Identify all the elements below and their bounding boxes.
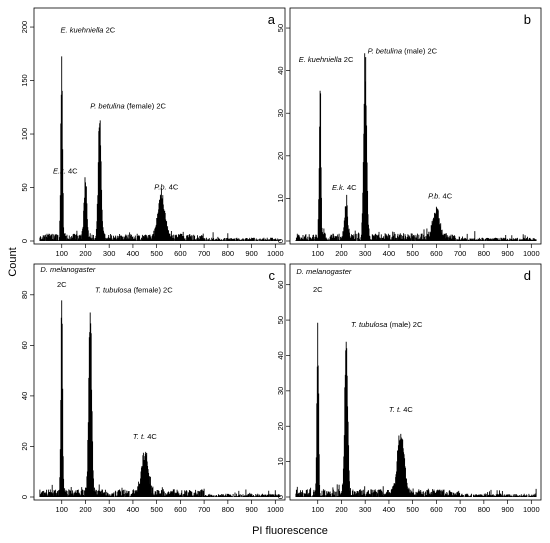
x-tick-label: 1000 — [267, 505, 284, 514]
y-tick-label: 40 — [276, 351, 285, 359]
y-tick-label: 60 — [20, 341, 29, 349]
x-tick-label: 900 — [245, 249, 258, 258]
y-tick-label: 100 — [20, 128, 29, 141]
y-tick-label: 150 — [20, 74, 29, 87]
panel-d: 100 200 300 400 500 600 700 800 900 1000 0 10 20 30 40… — [276, 263, 542, 514]
x-tick-label: 700 — [198, 249, 211, 258]
x-tick-label: 400 — [383, 249, 396, 258]
x-tick-label: 100 — [311, 505, 324, 514]
x-tick-label: 1000 — [523, 249, 540, 258]
peak-annotation: P. betulina (female) 2C — [90, 101, 166, 110]
y-tick-label: 0 — [276, 495, 285, 499]
x-tick-label: 600 — [430, 249, 443, 258]
x-tick-label: 700 — [198, 505, 211, 514]
y-axis-label: Count — [7, 247, 19, 276]
panel-c: 100 200 300 400 500 600 700 800 900 1000020406080… — [20, 263, 286, 514]
peak-annotation: D. melanogaster — [40, 265, 96, 274]
x-tick-label: 300 — [359, 249, 372, 258]
x-tick-label: 600 — [174, 249, 187, 258]
y-tick-label: 20 — [276, 422, 285, 430]
x-tick-label: 900 — [245, 505, 258, 514]
y-tick-label: 20 — [276, 152, 285, 160]
peak-annotation: E. kuehniella 2C — [61, 25, 116, 34]
peak-annotation: E. kuehniella 2C — [299, 55, 354, 64]
x-tick-label: 300 — [103, 249, 116, 258]
x-tick-label: 100 — [55, 249, 68, 258]
x-tick-label: 400 — [383, 505, 396, 514]
panel-letter: d — [524, 268, 531, 283]
plot-frame — [289, 263, 542, 501]
peak-annotation: E.k. 4C — [332, 183, 357, 192]
peak-annotation: T. tubulosa (male) 2C — [351, 320, 423, 329]
y-tick-label: 30 — [276, 109, 285, 117]
peak-annotation: 2C — [57, 280, 67, 289]
x-tick-label: 200 — [335, 505, 348, 514]
x-tick-label: 500 — [406, 249, 419, 258]
x-tick-label: 600 — [174, 505, 187, 514]
plot-frame — [289, 7, 542, 245]
panel-letter: b — [524, 12, 531, 27]
y-tick-label: 0 — [276, 239, 285, 243]
panel-letter: c — [269, 268, 276, 283]
x-tick-label: 400 — [127, 505, 140, 514]
x-tick-label: 600 — [430, 505, 443, 514]
x-tick-label: 700 — [454, 249, 467, 258]
histogram-bars — [295, 53, 537, 241]
x-tick-label: 800 — [478, 249, 491, 258]
x-axis-label: PI fluorescence — [252, 525, 328, 537]
x-tick-label: 200 — [79, 249, 92, 258]
x-tick-label: 800 — [222, 505, 235, 514]
x-tick-label: 900 — [501, 505, 514, 514]
x-tick-label: 300 — [359, 505, 372, 514]
y-tick-label: 40 — [20, 392, 29, 400]
panel-a: 100 200 300 400 500 600 700 800 900 1000050100150… — [20, 7, 286, 258]
x-tick-label: 800 — [478, 505, 491, 514]
peak-annotation: E.k. 4C — [53, 167, 78, 176]
peak-annotation: P. betulina (male) 2C — [368, 47, 438, 56]
x-tick-label: 1000 — [267, 249, 284, 258]
x-tick-label: 500 — [150, 249, 163, 258]
y-tick-label: 80 — [20, 291, 29, 299]
x-tick-label: 100 — [311, 249, 324, 258]
y-tick-label: 0 — [20, 239, 29, 243]
peak-annotation: T. t. 4C — [133, 432, 157, 441]
peak-annotation: 2C — [313, 285, 323, 294]
peak-annotation: D. melanogaster — [296, 267, 352, 276]
y-tick-label: 10 — [276, 457, 285, 465]
y-tick-label: 10 — [276, 194, 285, 202]
x-tick-label: 200 — [79, 505, 92, 514]
histogram-bars — [295, 322, 537, 497]
y-tick-label: 50 — [276, 316, 285, 324]
peak-annotation: T. t. 4C — [389, 405, 413, 414]
panels: 100 200 300 400 500 600 700 800 900 1000050100150… — [20, 7, 542, 514]
histogram-bars — [39, 56, 281, 241]
peak-annotation: P.b. 4C — [428, 191, 453, 200]
x-tick-label: 300 — [103, 505, 116, 514]
x-tick-label: 900 — [501, 249, 514, 258]
histogram-bars — [39, 300, 281, 497]
y-tick-label: 50 — [276, 24, 285, 32]
peak-annotation: P.b. 4C — [154, 183, 179, 192]
x-tick-label: 400 — [127, 249, 140, 258]
x-tick-label: 100 — [55, 505, 68, 514]
y-tick-label: 200 — [20, 21, 29, 34]
plot-frame — [33, 263, 286, 501]
panel-b: 100 200 300 400 500 600 700 800 900 1000 0 10 20 30 40… — [276, 7, 542, 258]
plot-frame — [33, 7, 286, 245]
x-tick-label: 800 — [222, 249, 235, 258]
x-tick-label: 700 — [454, 505, 467, 514]
y-tick-label: 20 — [20, 442, 29, 450]
y-tick-label: 40 — [276, 66, 285, 74]
y-tick-label: 50 — [20, 183, 29, 191]
x-tick-label: 200 — [335, 249, 348, 258]
y-tick-label: 60 — [276, 281, 285, 289]
x-tick-label: 500 — [406, 505, 419, 514]
x-tick-label: 500 — [150, 505, 163, 514]
y-tick-label: 30 — [276, 387, 285, 395]
panel-letter: a — [268, 12, 276, 27]
peak-annotation: T. tubulosa (female) 2C — [95, 285, 173, 294]
x-tick-label: 1000 — [523, 505, 540, 514]
y-tick-label: 0 — [20, 495, 29, 499]
